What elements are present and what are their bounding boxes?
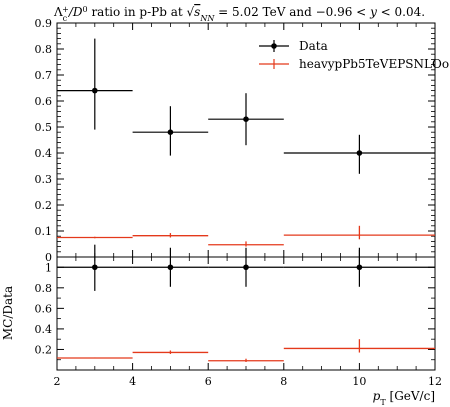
legend-item-data: Data	[259, 39, 328, 53]
chart-title: Λc+/D0 ratio in p-Pb at √sNN = 5.02 TeV …	[53, 5, 425, 23]
main-y-tick-label: 0.1	[35, 225, 53, 238]
ratio-y-tick-label: 0.4	[35, 323, 53, 336]
main-y-tick-label: 0.4	[35, 147, 53, 160]
x-tick-label: 6	[205, 375, 212, 388]
main-series	[57, 38, 435, 247]
ratio-y-tick-label: 0.8	[35, 282, 53, 295]
ratio-data-point	[92, 264, 98, 271]
legend-item-mc: heavypPb5TeVEPSNLOo	[259, 57, 449, 71]
ratio-data-point	[356, 264, 363, 271]
legend-data-marker	[271, 43, 277, 49]
ratio-data-point	[243, 264, 249, 271]
x-axis-label: pT [GeV/c]	[373, 389, 435, 407]
ratio-series	[57, 244, 435, 362]
main-y-ticks: 0 0.1 0.2 0.3 0.4 0.5 0.6 0.7 0.8 0.9	[35, 17, 435, 264]
main-y-tick-label: 0.8	[35, 43, 53, 56]
ratio-y-axis-label: MC/Data	[1, 286, 15, 340]
main-y-tick-label: 0.3	[35, 173, 53, 186]
legend: Data heavypPb5TeVEPSNLOo	[259, 39, 449, 71]
x-tick-label: 10	[352, 375, 366, 388]
main-y-tick-label: 0	[45, 251, 52, 264]
x-tick-label: 2	[54, 375, 61, 388]
main-data-point	[356, 150, 363, 156]
x-tick-label: 8	[280, 375, 287, 388]
legend-data-label: Data	[299, 39, 328, 53]
ratio-y-tick-label: 0.2	[35, 343, 53, 356]
main-data-point	[92, 87, 98, 94]
main-series-data	[57, 38, 435, 174]
x-ticks: 2 4 6 8 10 12	[54, 23, 442, 388]
x-tick-label: 4	[129, 375, 136, 388]
legend-mc-label: heavypPb5TeVEPSNLOo	[299, 57, 449, 71]
main-y-tick-label: 0.5	[35, 121, 53, 134]
main-y-tick-label: 0.6	[35, 95, 53, 108]
ratio-y-ticks: 0.2 0.4 0.6 0.8 1	[35, 256, 435, 361]
main-y-tick-label: 0.7	[35, 69, 53, 82]
ratio-data-point	[167, 264, 174, 271]
main-data-point	[243, 116, 249, 122]
main-series-mc	[57, 225, 435, 247]
x-tick-label: 12	[428, 375, 442, 388]
main-data-point	[167, 129, 174, 135]
ratio-series-mc	[57, 339, 435, 362]
main-y-tick-label: 0.2	[35, 199, 53, 212]
ratio-y-tick-label: 1	[45, 261, 52, 274]
main-y-tick-label: 0.9	[35, 17, 53, 30]
ratio-series-data	[57, 244, 435, 291]
ratio-y-tick-label: 0.6	[35, 302, 53, 315]
